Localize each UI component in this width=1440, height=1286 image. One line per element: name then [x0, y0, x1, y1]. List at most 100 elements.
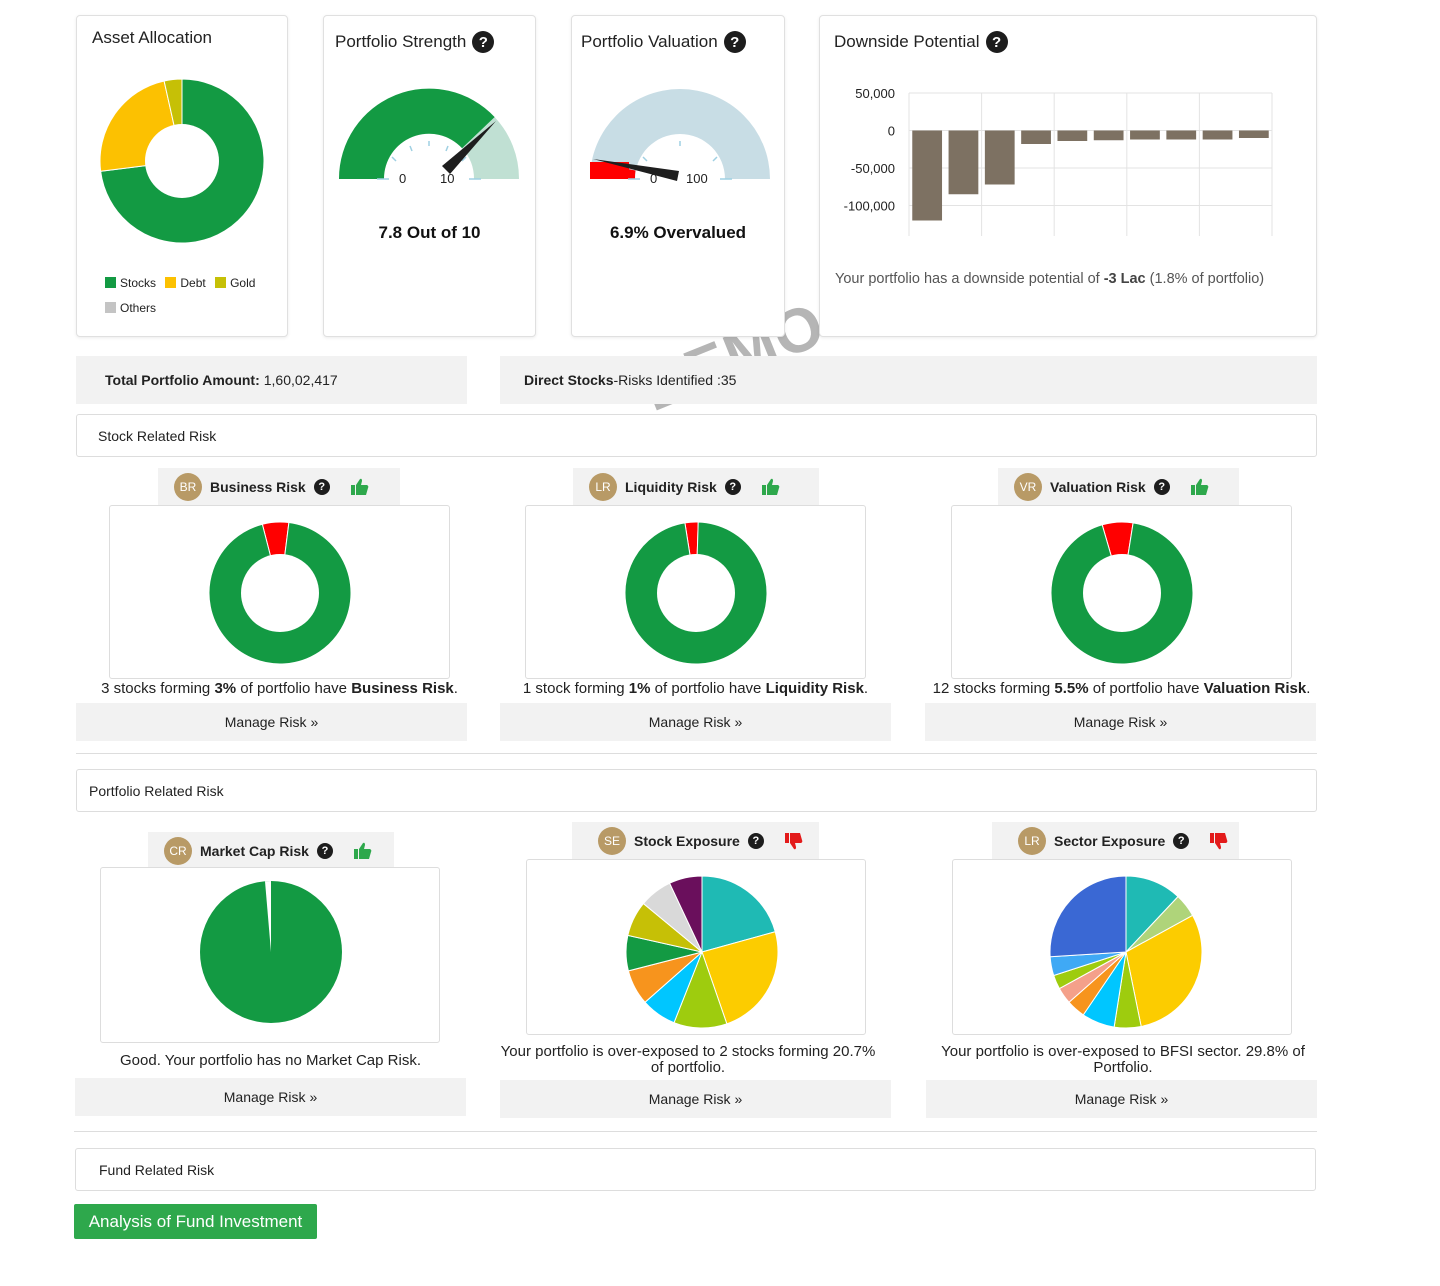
downside-bar: [1238, 130, 1269, 138]
risk-title: Valuation Risk: [1050, 479, 1146, 495]
liquidity-risk-text: 1 stock forming 1% of portfolio have Liq…: [522, 680, 869, 697]
help-icon[interactable]: ?: [316, 843, 333, 859]
badge-se: SE: [598, 827, 626, 855]
badge-lr: LR: [589, 473, 617, 501]
analysis-of-fund-investment-button[interactable]: Analysis of Fund Investment: [74, 1204, 317, 1239]
valuation-gauge: [589, 89, 770, 181]
manage-risk-button[interactable]: Manage Risk»: [75, 1078, 466, 1116]
portfolio-valuation-card: Portfolio Valuation ? 0 100 6.9% Overval…: [571, 15, 785, 337]
stock-exposure-pie: [625, 875, 779, 1029]
sector-exposure-header: LR Sector Exposure ?: [992, 822, 1239, 860]
y-tick-label: -100,000: [844, 199, 895, 214]
chevrons-right-icon: »: [734, 1091, 743, 1107]
valuation-risk-text: 12 stocks forming 5.5% of portfolio have…: [932, 680, 1311, 697]
downside-bar: [948, 130, 979, 195]
asset-allocation-title: Asset Allocation: [92, 28, 213, 47]
stock-exposure-slice-8: [668, 875, 703, 953]
y-tick-label: 50,000: [855, 86, 895, 101]
strength-result: 7.8 Out of 10: [378, 223, 481, 242]
stock-exposure-chart-box: [526, 859, 866, 1035]
direct-stocks-label: Direct Stocks: [524, 372, 614, 388]
manage-risk-button[interactable]: Manage Risk»: [925, 703, 1316, 741]
valuation-risk-chart-box: [951, 505, 1292, 679]
business-risk-donut: [208, 521, 352, 665]
donut-hole: [657, 554, 735, 632]
help-icon[interactable]: ?: [747, 833, 764, 849]
thumbs-down-icon: [784, 833, 803, 850]
legend-debt: Debt: [165, 271, 206, 296]
downside-bar: [1021, 130, 1051, 144]
help-icon[interactable]: ?: [313, 479, 330, 495]
risk-title: Market Cap Risk: [200, 843, 309, 859]
chevrons-right-icon: »: [734, 714, 743, 730]
business-risk-text: 3 stocks forming 3% of portfolio have Bu…: [101, 680, 458, 697]
divider: [76, 753, 1317, 754]
portfolio-related-risk-header[interactable]: Portfolio Related Risk: [76, 769, 1317, 812]
downside-bar: [1166, 130, 1197, 140]
business-risk-header: BR Business Risk ?: [158, 468, 400, 506]
market-cap-chart-box: [100, 867, 440, 1043]
badge-lr: LR: [1018, 827, 1046, 855]
valuation-max-label: 100: [686, 171, 708, 186]
sector-exposure-slice-2: [1125, 914, 1203, 1028]
strength-gauge: [338, 88, 520, 180]
downside-bar: [1057, 130, 1088, 141]
chevrons-right-icon: »: [310, 714, 319, 730]
asset-allocation-legend: Stocks Debt Gold Others: [105, 271, 285, 321]
stock-exposure-slice-0: [701, 875, 776, 953]
stock-related-risk-header[interactable]: Stock Related Risk: [76, 414, 1317, 457]
help-icon[interactable]: ?: [985, 31, 1008, 53]
manage-risk-button[interactable]: Manage Risk»: [500, 1080, 891, 1118]
thumbs-down-icon: [1210, 833, 1228, 850]
risk-title: Stock Exposure: [634, 833, 740, 849]
sector-exposure-text: Your portfolio is over-exposed to BFSI s…: [941, 1043, 1305, 1076]
help-icon[interactable]: ?: [1153, 479, 1170, 495]
chevrons-right-icon: »: [1159, 714, 1168, 730]
thumbs-up-icon: [761, 478, 780, 495]
y-tick-label: 0: [888, 124, 895, 139]
downside-bar: [912, 130, 943, 221]
help-icon[interactable]: ?: [723, 31, 746, 53]
risk-title: Liquidity Risk: [625, 479, 717, 495]
total-portfolio-strip: Total Portfolio Amount: 1,60,02,417: [76, 356, 467, 404]
section-title: Fund Related Risk: [99, 1161, 215, 1178]
help-icon[interactable]: ?: [724, 479, 741, 495]
downside-summary: Your portfolio has a downside potential …: [835, 271, 1265, 287]
downside-bar-chart: 50,000 0 -50,000 -100,000: [844, 86, 1273, 236]
sector-exposure-slice-9: [1049, 875, 1127, 958]
strength-min-label: 0: [399, 171, 407, 186]
valuation-risk-header: VR Valuation Risk ?: [998, 468, 1239, 506]
manage-risk-button[interactable]: Manage Risk»: [926, 1080, 1317, 1118]
manage-risk-button[interactable]: Manage Risk»: [500, 703, 891, 741]
liquidity-risk-header: LR Liquidity Risk ?: [573, 468, 819, 506]
downside-bar: [1093, 130, 1124, 141]
thumbs-up-icon: [350, 478, 369, 495]
thumbs-up-icon: [1190, 478, 1209, 495]
stock-exposure-text: Your portfolio is over-exposed to 2 stoc…: [500, 1043, 876, 1076]
manage-risk-button[interactable]: Manage Risk»: [76, 703, 467, 741]
asset-allocation-card: Asset Allocation Stocks Debt Gold Others: [76, 15, 288, 337]
portfolio-valuation-title: Portfolio Valuation: [581, 32, 718, 51]
risk-title: Business Risk: [210, 479, 306, 495]
badge-vr: VR: [1014, 473, 1042, 501]
valuation-min-label: 0: [650, 171, 658, 186]
donut-hole: [1083, 554, 1161, 632]
sector-exposure-pie: [1049, 875, 1203, 1029]
portfolio-strength-card: Portfolio Strength ? 0 10 7.8 Out of 10: [323, 15, 536, 337]
help-icon[interactable]: ?: [1173, 833, 1190, 849]
direct-stocks-value: -Risks Identified :35: [613, 372, 737, 388]
valuation-risk-donut: [1050, 521, 1194, 665]
stock-exposure-header: SE Stock Exposure ?: [572, 822, 819, 860]
donut-hole: [241, 554, 319, 632]
chevrons-right-icon: »: [309, 1089, 318, 1105]
market-cap-risk-header: CR Market Cap Risk ?: [148, 832, 394, 870]
help-icon[interactable]: ?: [472, 31, 495, 53]
fund-related-risk-header[interactable]: Fund Related Risk: [75, 1148, 1316, 1191]
thumbs-up-icon: [353, 842, 372, 859]
stock-exposure-slice-1: [701, 931, 779, 1025]
business-risk-chart-box: [109, 505, 450, 679]
total-portfolio-label: Total Portfolio Amount:: [105, 372, 260, 388]
downside-potential-card: Downside Potential ? 50,000 0 -50,000 -100,…: [819, 15, 1317, 337]
downside-bar: [984, 130, 1015, 185]
badge-cr: CR: [164, 837, 192, 865]
